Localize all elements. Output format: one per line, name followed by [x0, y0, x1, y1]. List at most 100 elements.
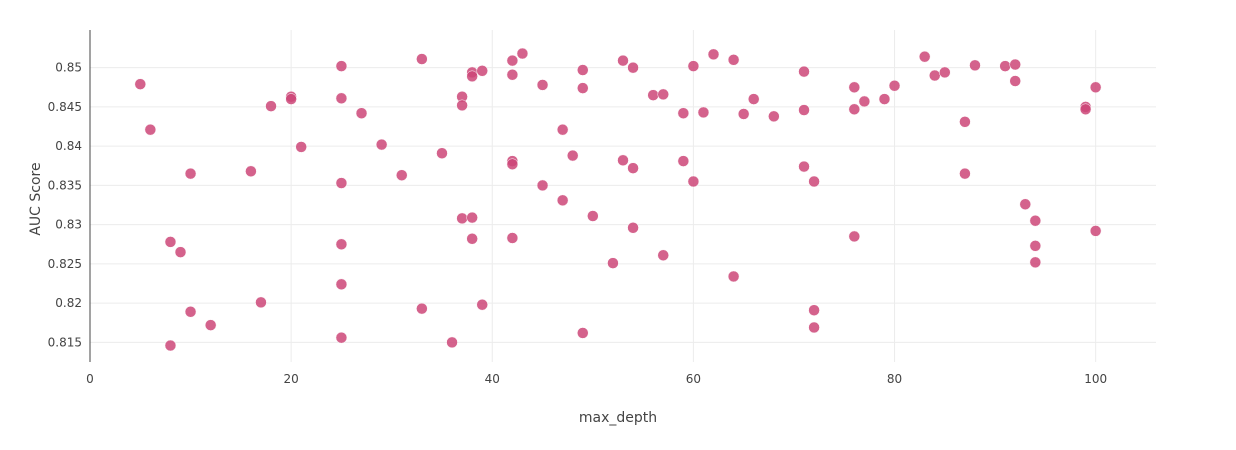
data-point[interactable] [727, 270, 740, 283]
data-point[interactable] [808, 304, 820, 316]
data-point[interactable] [727, 54, 740, 66]
data-point[interactable] [1029, 240, 1042, 252]
data-point[interactable] [1029, 214, 1042, 227]
data-point[interactable] [999, 60, 1011, 72]
data-point[interactable] [577, 327, 589, 339]
data-point[interactable] [848, 103, 861, 116]
data-point[interactable] [1009, 75, 1021, 87]
data-point[interactable] [808, 321, 820, 334]
data-point[interactable] [808, 175, 820, 188]
data-point[interactable] [245, 165, 257, 178]
data-point[interactable] [506, 68, 519, 81]
data-point[interactable] [466, 211, 478, 224]
data-point[interactable] [204, 319, 217, 331]
data-point[interactable] [577, 64, 589, 76]
data-point[interactable] [929, 69, 941, 82]
data-point[interactable] [416, 302, 428, 315]
data-point[interactable] [627, 162, 639, 174]
x-tick-label: 0 [86, 372, 94, 386]
data-point[interactable] [476, 298, 488, 311]
data-point[interactable] [687, 60, 700, 72]
data-point[interactable] [335, 278, 348, 291]
data-point[interactable] [737, 108, 750, 120]
data-point[interactable] [798, 65, 810, 78]
grid [90, 30, 1156, 362]
data-point[interactable] [184, 306, 197, 318]
data-point[interactable] [959, 167, 971, 180]
data-point[interactable] [375, 138, 388, 151]
data-point[interactable] [959, 116, 971, 128]
data-point[interactable] [466, 233, 478, 245]
data-point[interactable] [617, 154, 629, 167]
data-point[interactable] [878, 93, 891, 105]
data-point[interactable] [747, 93, 760, 105]
data-point[interactable] [556, 194, 569, 207]
data-point[interactable] [657, 88, 669, 101]
data-point[interactable] [617, 54, 629, 67]
data-point[interactable] [164, 339, 177, 352]
data-point[interactable] [918, 50, 931, 63]
data-point[interactable] [556, 123, 569, 136]
data-point[interactable] [697, 106, 710, 119]
data-point[interactable] [577, 82, 589, 94]
data-point[interactable] [335, 92, 348, 105]
data-point[interactable] [144, 123, 157, 136]
data-point[interactable] [446, 336, 458, 349]
data-point[interactable] [566, 149, 579, 162]
data-point[interactable] [677, 107, 690, 119]
data-point[interactable] [516, 47, 529, 60]
data-point[interactable] [396, 169, 408, 181]
data-point[interactable] [798, 160, 810, 173]
data-point[interactable] [1079, 103, 1092, 116]
data-point[interactable] [657, 249, 669, 262]
data-point[interactable] [536, 179, 549, 192]
data-point[interactable] [627, 61, 639, 74]
data-point[interactable] [436, 147, 448, 159]
data-point[interactable] [627, 222, 639, 234]
data-point[interactable] [858, 95, 871, 108]
data-point[interactable] [164, 236, 177, 248]
x-tick-label: 40 [485, 372, 500, 386]
data-point[interactable] [335, 177, 348, 189]
data-point[interactable] [335, 238, 348, 251]
data-point[interactable] [1089, 81, 1102, 94]
data-point[interactable] [677, 155, 690, 167]
data-point[interactable] [416, 53, 428, 65]
data-point[interactable] [1009, 58, 1021, 71]
data-point[interactable] [285, 93, 297, 105]
data-point[interactable] [174, 246, 187, 258]
data-point[interactable] [1019, 198, 1032, 210]
data-point[interactable] [335, 60, 348, 72]
data-point[interactable] [134, 78, 147, 90]
data-point[interactable] [255, 296, 267, 309]
data-point[interactable] [355, 107, 368, 119]
data-point[interactable] [1089, 225, 1102, 237]
data-point[interactable] [888, 79, 901, 92]
data-point[interactable] [939, 66, 951, 79]
data-point[interactable] [848, 230, 861, 243]
data-points [134, 47, 1102, 352]
data-point[interactable] [768, 110, 780, 123]
x-axis-title: max_depth [579, 410, 657, 426]
data-point[interactable] [456, 99, 468, 112]
data-point[interactable] [295, 141, 307, 153]
data-point[interactable] [848, 81, 861, 94]
data-point[interactable] [647, 89, 659, 101]
data-point[interactable] [969, 59, 981, 72]
data-point[interactable] [798, 104, 810, 116]
data-point[interactable] [607, 257, 619, 269]
data-point[interactable] [506, 54, 519, 67]
data-point[interactable] [506, 232, 519, 244]
data-point[interactable] [456, 212, 468, 225]
data-point[interactable] [587, 210, 599, 222]
data-point[interactable] [687, 175, 700, 188]
data-point[interactable] [1029, 256, 1042, 269]
data-point[interactable] [265, 100, 277, 112]
data-point[interactable] [335, 331, 348, 344]
data-point[interactable] [707, 48, 720, 61]
data-point[interactable] [184, 167, 197, 180]
data-point[interactable] [506, 158, 519, 170]
data-point[interactable] [466, 70, 478, 83]
data-point[interactable] [476, 65, 488, 77]
data-point[interactable] [536, 79, 549, 91]
